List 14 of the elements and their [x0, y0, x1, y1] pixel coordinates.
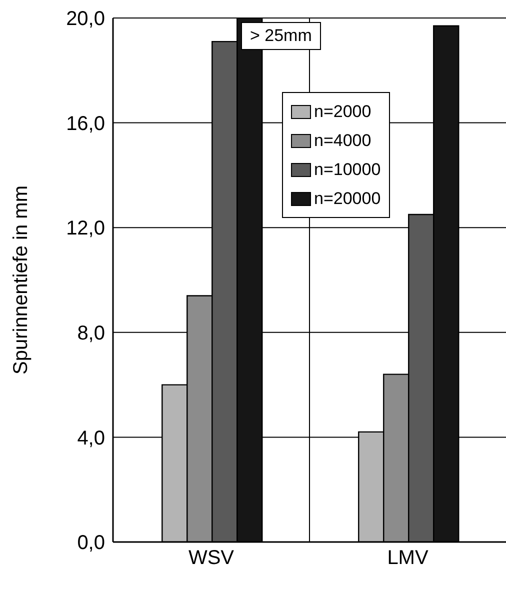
- legend-label: n=2000: [314, 101, 372, 123]
- y-tick-label: 20,0: [66, 8, 105, 30]
- y-tick-label: 8,0: [77, 322, 105, 344]
- legend-label: n=10000: [314, 159, 381, 181]
- legend-label: n=20000: [314, 188, 381, 210]
- y-axis-title: Spurinnentiefe in mm: [10, 186, 32, 374]
- y-tick-label: 0,0: [77, 532, 105, 554]
- y-tick-label: 16,0: [66, 112, 105, 135]
- y-tick-label: 4,0: [77, 427, 105, 450]
- x-tick-label: WSV: [188, 547, 235, 570]
- annotation: > 25mm: [241, 22, 321, 50]
- y-tick-label: 12,0: [66, 218, 105, 240]
- x-tick-label: LMV: [387, 547, 429, 570]
- legend-label: n=4000: [314, 130, 372, 152]
